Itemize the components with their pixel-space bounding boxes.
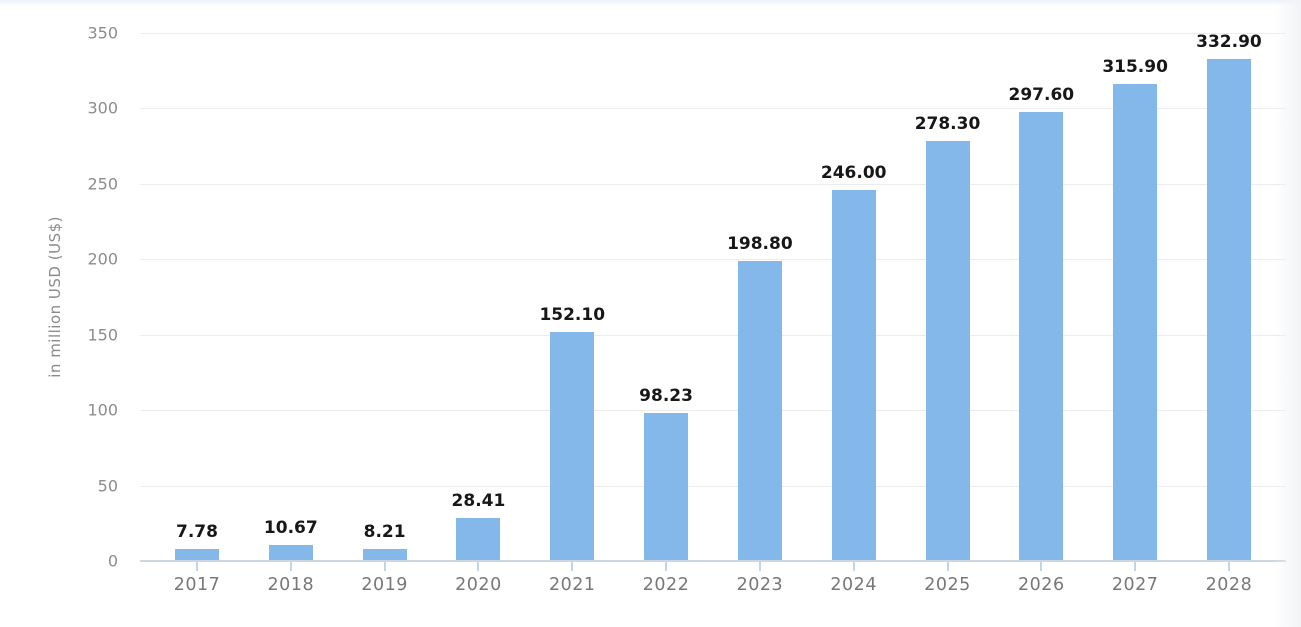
y-tick-label-0: 0 [107, 551, 118, 571]
value-label-2017: 7.78 [176, 522, 218, 543]
x-tick-2027 [1134, 562, 1137, 571]
gridline-200 [140, 259, 1286, 261]
bar-2017[interactable] [175, 549, 219, 561]
bar-2020[interactable] [456, 518, 501, 561]
value-label-2027: 315.90 [1102, 57, 1168, 78]
y-tick-label-50: 50 [97, 476, 118, 496]
value-label-2021: 152.10 [539, 304, 606, 325]
bar-group-2021: 152.10 2021 [539, 33, 605, 595]
bar-2026[interactable] [1019, 112, 1064, 561]
y-tick-label-150: 150 [87, 325, 118, 345]
bar-group-2025: 278.30 2025 [915, 33, 981, 595]
value-label-2025: 278.30 [914, 114, 981, 135]
x-tick-label-2025: 2025 [924, 575, 971, 595]
value-label-2024: 246.00 [820, 162, 887, 183]
y-axis-tick-labels: 0 50 100 150 200 250 300 350 [0, 24, 118, 571]
bar-group-2020: 28.41 2020 [452, 33, 506, 595]
y-tick-label-250: 250 [87, 174, 118, 194]
value-label-2019: 8.21 [363, 521, 406, 542]
gridline-100 [140, 410, 1286, 412]
plot-area: 7.78 2017 10.67 2018 8.21 2019 28.41 2020 152.10… [140, 32, 1286, 595]
bar-group-2022: 98.23 2022 [639, 33, 693, 595]
gridline-150 [140, 334, 1286, 336]
x-tick-2017 [196, 562, 198, 571]
x-axis-line [140, 560, 1286, 562]
value-label-2023: 198.80 [727, 234, 793, 255]
bar-group-2028: 332.90 2028 [1196, 32, 1262, 595]
bar-2025[interactable] [925, 141, 970, 561]
bar-2018[interactable] [268, 544, 313, 561]
x-tick-label-2021: 2021 [548, 575, 596, 595]
bar-2024[interactable] [831, 189, 876, 561]
x-tick-label-2018: 2018 [267, 575, 315, 595]
top-edge-strip [0, 0, 1301, 6]
x-tick-label-2028: 2028 [1205, 575, 1253, 595]
value-label-2026: 297.60 [1008, 85, 1075, 106]
x-tick-2020 [477, 562, 480, 571]
bar-2022[interactable] [644, 412, 689, 561]
value-label-2028: 332.90 [1196, 31, 1262, 52]
bar-group-2019: 8.21 2019 [361, 33, 407, 595]
x-tick-label-2023: 2023 [736, 575, 784, 595]
x-tick-2018 [289, 562, 292, 571]
x-tick-label-2022: 2022 [642, 575, 690, 595]
bar-series: 7.78 2017 10.67 2018 8.21 2019 28.41 2020 152.10… [140, 32, 1286, 595]
bar-2023[interactable] [737, 261, 782, 561]
bar-2019[interactable] [362, 548, 407, 561]
x-tick-label-2020: 2020 [455, 575, 502, 595]
y-tick-label-100: 100 [87, 400, 118, 420]
x-tick-2021 [571, 562, 574, 571]
gridline-250 [140, 183, 1286, 185]
bar-group-2017: 7.78 2017 [174, 33, 220, 595]
x-tick-2024 [852, 562, 855, 571]
x-tick-2026 [1040, 562, 1043, 571]
gridline-50 [140, 485, 1286, 487]
x-tick-2028 [1227, 562, 1230, 571]
bar-2027[interactable] [1113, 84, 1158, 561]
x-tick-2025 [946, 562, 949, 571]
x-tick-label-2017: 2017 [173, 575, 221, 595]
bar-group-2018: 10.67 2018 [264, 33, 318, 595]
y-tick-label-300: 300 [87, 98, 118, 118]
x-tick-2019 [383, 562, 386, 571]
bar-group-2024: 246.00 2024 [821, 33, 887, 595]
gridline-300 [140, 108, 1286, 110]
value-label-2020: 28.41 [451, 491, 506, 512]
bar-2028[interactable] [1206, 58, 1251, 561]
value-label-2022: 98.23 [639, 385, 693, 406]
bar-group-2027: 315.90 2027 [1102, 33, 1168, 595]
x-tick-label-2019: 2019 [361, 575, 408, 595]
bar-group-2026: 297.60 2026 [1009, 33, 1075, 595]
gridline-350 [140, 33, 1286, 34]
x-tick-2023 [758, 562, 761, 571]
y-tick-label-200: 200 [87, 249, 118, 269]
x-tick-label-2024: 2024 [830, 575, 877, 595]
y-tick-label-350: 350 [87, 23, 118, 43]
x-tick-2022 [665, 562, 668, 571]
x-tick-label-2027: 2027 [1111, 575, 1159, 595]
x-tick-label-2026: 2026 [1018, 575, 1065, 595]
bar-group-2023: 198.80 2023 [727, 33, 793, 595]
value-label-2018: 10.67 [263, 517, 318, 538]
bar-2021[interactable] [550, 331, 595, 561]
